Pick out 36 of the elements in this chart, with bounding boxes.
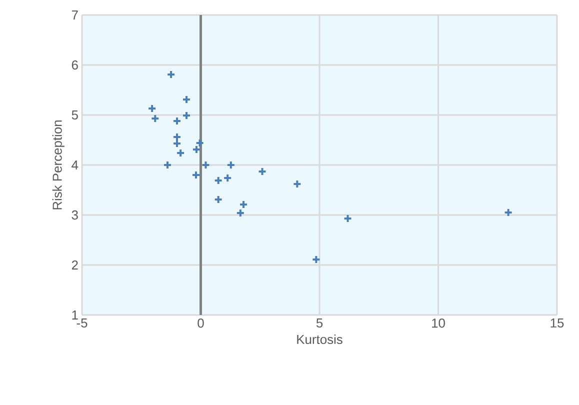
y-tick-label: 2 bbox=[72, 260, 78, 270]
x-tick-label: -5 bbox=[76, 318, 88, 328]
x-axis-title: Kurtosis bbox=[297, 334, 342, 344]
y-axis-title: Risk Perception bbox=[52, 120, 64, 210]
y-tick-label: 5 bbox=[72, 110, 78, 120]
point bbox=[195, 138, 204, 148]
point bbox=[163, 160, 172, 170]
point bbox=[239, 200, 248, 209]
point bbox=[343, 214, 352, 223]
point bbox=[150, 114, 160, 123]
point bbox=[176, 148, 186, 158]
point bbox=[214, 176, 223, 185]
point bbox=[201, 160, 210, 170]
point bbox=[504, 208, 513, 217]
point bbox=[192, 170, 200, 180]
point bbox=[312, 255, 321, 264]
y-tick-label: 1 bbox=[72, 310, 78, 320]
y-tick-label: 6 bbox=[72, 60, 78, 70]
point bbox=[214, 195, 223, 204]
y-tick-label: 3 bbox=[72, 210, 78, 220]
x-tick-label: 5 bbox=[316, 318, 323, 328]
point bbox=[172, 116, 182, 126]
x-tick-label: 10 bbox=[432, 318, 445, 328]
point bbox=[226, 160, 236, 170]
point bbox=[236, 208, 245, 218]
point bbox=[223, 174, 232, 182]
point bbox=[258, 167, 267, 176]
x-tick-label: 0 bbox=[198, 318, 204, 328]
x-tick-label: 15 bbox=[550, 318, 564, 328]
point bbox=[182, 95, 191, 104]
point bbox=[292, 180, 302, 188]
y-tick-label: 4 bbox=[72, 160, 78, 170]
y-tick-label: 7 bbox=[72, 10, 78, 20]
point bbox=[182, 111, 191, 120]
point bbox=[148, 104, 157, 113]
point bbox=[166, 70, 176, 79]
